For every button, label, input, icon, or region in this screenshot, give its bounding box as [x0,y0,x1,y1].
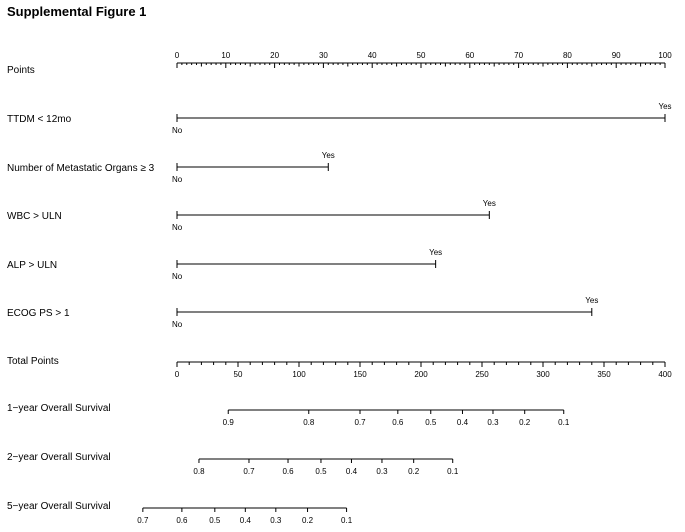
total-points-tick-label: 350 [597,370,611,379]
survival-tick-label: 0.9 [223,418,235,427]
survival-tick-label: 0.1 [341,516,353,525]
predictor-level-label: Yes [658,102,671,111]
survival-tick-label: 0.4 [346,467,358,476]
survival-axis-label: 2−year Overall Survival [7,452,111,463]
points-tick-label: 80 [563,51,572,60]
survival-tick-label: 0.2 [302,516,314,525]
survival-tick-label: 0.1 [447,467,459,476]
survival-tick-label: 0.8 [193,467,205,476]
survival-tick-label: 0.4 [240,516,252,525]
survival-tick-label: 0.7 [137,516,149,525]
survival-tick-label: 0.7 [243,467,255,476]
survival-tick-label: 0.2 [519,418,531,427]
survival-tick-label: 0.1 [558,418,570,427]
survival-tick-label: 0.3 [270,516,282,525]
predictor-level-label: No [172,272,183,281]
predictor-label: Number of Metastatic Organs ≥ 3 [7,163,155,174]
predictor-level-label: No [172,175,183,184]
predictor-label: ECOG PS > 1 [7,308,70,319]
survival-tick-label: 0.5 [209,516,221,525]
points-tick-label: 10 [221,51,230,60]
points-tick-label: 0 [175,51,180,60]
points-tick-label: 20 [270,51,279,60]
points-tick-label: 70 [514,51,523,60]
points-tick-label: 90 [612,51,621,60]
survival-tick-label: 0.3 [376,467,388,476]
points-tick-label: 60 [465,51,474,60]
predictor-level-label: No [172,126,183,135]
points-tick-label: 100 [658,51,672,60]
predictor-level-label: Yes [483,199,496,208]
survival-tick-label: 0.7 [354,418,366,427]
predictor-level-label: Yes [585,296,598,305]
survival-tick-label: 0.5 [315,467,327,476]
survival-tick-label: 0.6 [282,467,294,476]
survival-tick-label: 0.5 [425,418,437,427]
survival-tick-label: 0.6 [392,418,404,427]
total-points-tick-label: 400 [658,370,672,379]
survival-tick-label: 0.3 [487,418,499,427]
predictor-level-label: Yes [429,248,442,257]
total-points-tick-label: 50 [234,370,243,379]
predictor-level-label: Yes [322,151,335,160]
predictor-label: TTDM < 12mo [7,114,72,125]
total-points-axis-label: Total Points [7,356,59,367]
total-points-tick-label: 250 [475,370,489,379]
survival-axis-label: 5−year Overall Survival [7,501,111,512]
figure-title: Supplemental Figure 1 [7,4,147,19]
survival-tick-label: 0.4 [457,418,469,427]
total-points-tick-label: 200 [414,370,428,379]
survival-tick-label: 0.8 [303,418,315,427]
predictor-level-label: No [172,223,183,232]
survival-tick-label: 0.2 [408,467,420,476]
survival-axis-label: 1−year Overall Survival [7,403,111,414]
survival-tick-label: 0.6 [176,516,188,525]
predictor-label: ALP > ULN [7,260,57,271]
total-points-tick-label: 100 [292,370,306,379]
predictor-label: WBC > ULN [7,211,62,222]
total-points-tick-label: 150 [353,370,367,379]
total-points-tick-label: 300 [536,370,550,379]
total-points-tick-label: 0 [175,370,180,379]
predictor-level-label: No [172,320,183,329]
points-axis-label: Points [7,65,35,76]
points-tick-label: 50 [417,51,426,60]
points-tick-label: 30 [319,51,328,60]
points-tick-label: 40 [368,51,377,60]
